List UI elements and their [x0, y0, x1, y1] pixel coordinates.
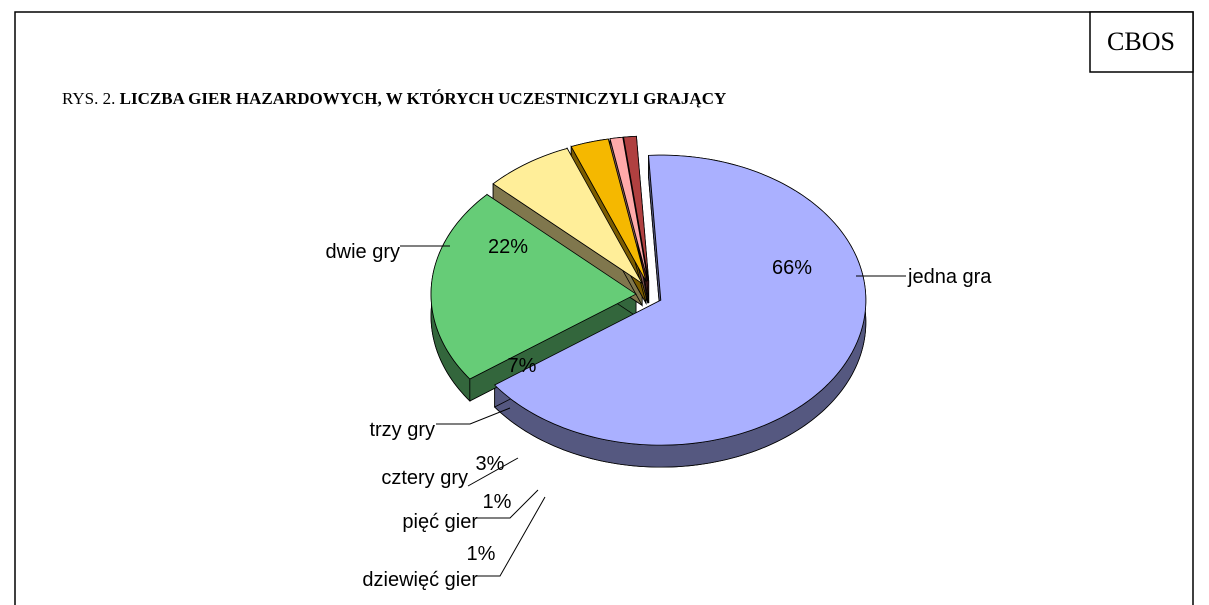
slice [623, 135, 650, 282]
category-label: pięć gier [402, 511, 478, 533]
leader-line [467, 457, 519, 487]
category-label: trzy gry [369, 419, 435, 441]
value-label: 1% [467, 543, 496, 565]
value-label: 22% [488, 236, 528, 258]
slice [609, 136, 649, 282]
slice [492, 147, 643, 284]
leader-line [478, 489, 539, 519]
category-label: cztery gry [381, 467, 468, 489]
slice [493, 154, 867, 446]
leader-line [436, 407, 511, 425]
category-label: jedna gra [907, 266, 992, 288]
category-label: dziewięć gier [362, 569, 478, 591]
chart-title: RYS. 2. LICZBA GIER HAZARDOWYCH, W KTÓRY… [62, 89, 726, 108]
category-label: dwie gry [326, 241, 400, 263]
value-label: 7% [508, 355, 537, 377]
value-label: 3% [476, 453, 505, 475]
frame [14, 11, 1194, 605]
slice [570, 138, 647, 282]
title-prefix: RYS. 2. [62, 89, 115, 108]
slice [430, 194, 637, 380]
source: CBOS [1107, 27, 1175, 56]
source-box [1089, 11, 1194, 73]
title-main: LICZBA GIER HAZARDOWYCH, W KTÓRYCH UCZES… [120, 89, 727, 108]
leader-line [478, 496, 546, 577]
value-label: 1% [483, 491, 512, 513]
value-label: 66% [772, 257, 812, 279]
